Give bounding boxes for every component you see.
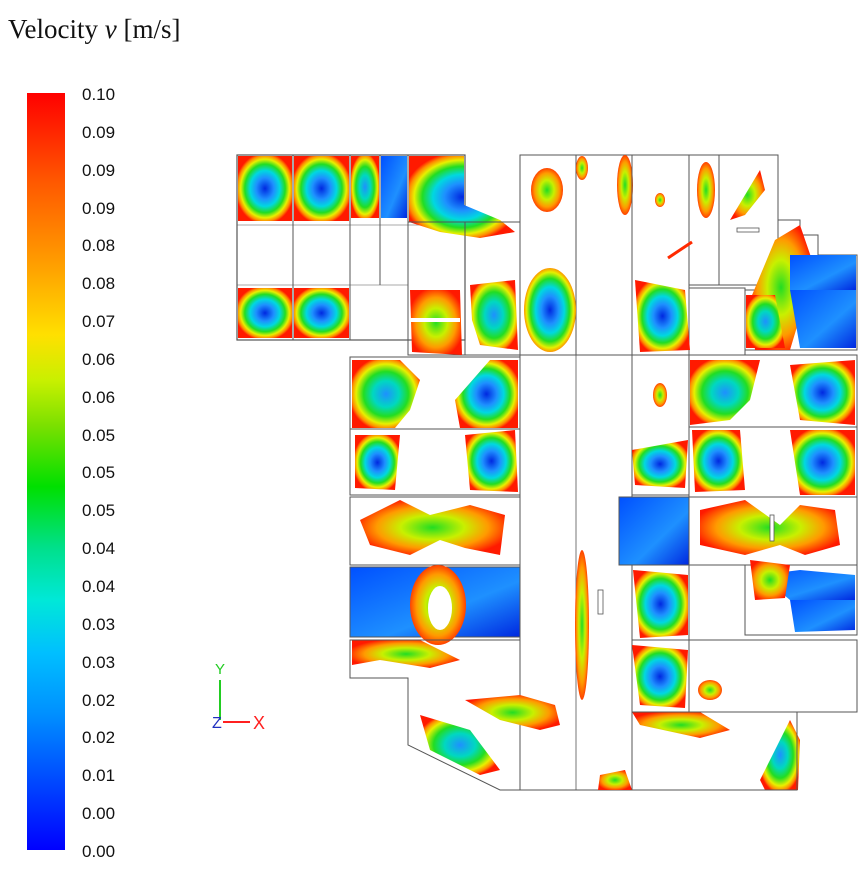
corridor-center (420, 354, 633, 791)
legend-label: 0.09 (82, 122, 116, 142)
axis-label-y: Y (215, 661, 225, 678)
legend-label: 0.07 (82, 312, 116, 332)
legend-label: 0.04 (82, 539, 116, 559)
title-unit: [m/s] (116, 14, 181, 44)
room-group-center-left (407, 221, 521, 356)
color-legend-labels: 0.10 0.09 0.09 0.09 0.08 0.08 0.07 0.06 … (82, 84, 142, 879)
legend-label: 0.08 (82, 274, 116, 294)
legend-label: 0.00 (82, 841, 116, 861)
title-variable: v (104, 14, 117, 44)
legend-label: 0.05 (82, 501, 116, 521)
title-prefix: Velocity (8, 14, 105, 44)
legend-label: 0.08 (82, 236, 116, 256)
legend-label: 0.06 (82, 349, 116, 369)
axis-label-x: X (253, 713, 265, 733)
room-group-top-left (236, 154, 515, 341)
room-group-left-middle (349, 356, 521, 791)
room-group-right-middle (618, 354, 858, 791)
room-group-top-right (631, 154, 858, 356)
velocity-contour-floorplan (236, 154, 858, 791)
legend-label: 0.03 (82, 614, 116, 634)
chart-title: Velocity v [m/s] (8, 14, 180, 45)
legend-label: 0.09 (82, 160, 116, 180)
axis-triad-icon: Y Z X (212, 661, 265, 733)
legend-label: 0.10 (82, 85, 116, 104)
legend-label: 0.00 (82, 804, 116, 824)
room-group-center-top (519, 154, 633, 356)
legend-label: 0.02 (82, 728, 116, 748)
axis-label-z: Z (212, 715, 222, 732)
legend-label: 0.06 (82, 387, 116, 407)
legend-label: 0.09 (82, 198, 116, 218)
legend-label: 0.04 (82, 576, 116, 596)
legend-label: 0.02 (82, 690, 116, 710)
legend-label: 0.01 (82, 766, 116, 786)
legend-label: 0.03 (82, 652, 116, 672)
legend-label: 0.05 (82, 425, 116, 445)
legend-label: 0.05 (82, 463, 116, 483)
color-legend-bar (27, 93, 65, 850)
